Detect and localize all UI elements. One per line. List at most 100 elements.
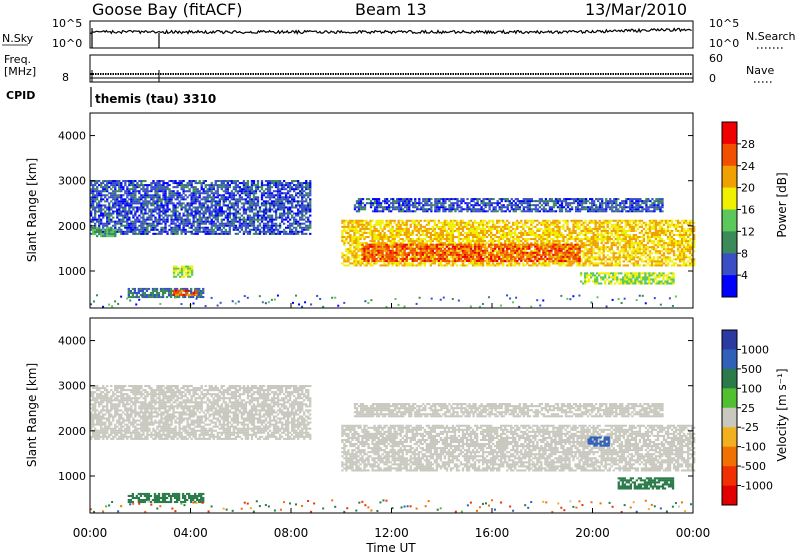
power-cell	[608, 238, 611, 241]
power-cell	[200, 188, 203, 191]
power-cell	[116, 204, 119, 207]
power-cell	[288, 222, 292, 225]
power-cell	[373, 238, 376, 241]
power-cell	[636, 238, 640, 241]
power-cell	[186, 184, 189, 187]
power-cell	[353, 227, 356, 230]
power-cell	[126, 228, 129, 231]
power-cell	[536, 236, 539, 239]
power-cell	[518, 252, 521, 255]
power-cell	[413, 242, 416, 245]
power-cell	[520, 246, 523, 249]
power-cell	[502, 231, 505, 234]
power-cell	[485, 258, 489, 261]
power-cell	[142, 204, 145, 207]
power-cell	[258, 232, 262, 235]
power-cell	[246, 188, 250, 191]
power-cell	[297, 222, 300, 225]
power-cell	[475, 225, 479, 228]
power-cell	[268, 202, 272, 205]
power-cell	[112, 192, 115, 195]
power-cell	[387, 252, 390, 255]
power-cell	[401, 233, 404, 237]
nsky-panel-frame	[89, 20, 694, 49]
power-cell	[544, 223, 547, 226]
power-cell	[272, 194, 276, 197]
power-cell	[540, 262, 543, 265]
power-cell	[449, 238, 453, 241]
power-cell	[361, 227, 364, 230]
power-cell	[228, 186, 231, 189]
power-cell	[580, 229, 583, 232]
power-cell	[186, 216, 189, 219]
power-cell	[180, 186, 183, 189]
power-cell	[465, 233, 469, 237]
power-cell	[500, 236, 503, 239]
power-cell	[427, 221, 430, 224]
power-cell	[540, 254, 543, 257]
power-cell	[291, 200, 294, 203]
power-cell	[492, 227, 495, 230]
power-cell	[188, 265, 192, 268]
freq-label: Freq.	[4, 53, 31, 66]
power-cell	[178, 184, 181, 187]
power-cell	[612, 219, 615, 222]
power-cell	[467, 221, 471, 224]
power-cell	[580, 264, 583, 267]
power-cell	[206, 188, 209, 191]
power-cell	[588, 262, 591, 265]
power-cell	[554, 219, 557, 222]
power-cell	[256, 180, 260, 183]
power-cell	[375, 219, 378, 222]
power-cell	[246, 218, 250, 221]
power-cell	[445, 229, 449, 232]
power-cell	[309, 180, 312, 183]
power-cell	[268, 186, 272, 189]
power-cell	[602, 225, 605, 228]
power-cell	[616, 248, 619, 251]
power-cell	[155, 294, 159, 297]
power-cell	[96, 206, 99, 209]
power-cell	[353, 231, 356, 234]
power-cell	[562, 233, 565, 237]
power-cell	[602, 236, 605, 239]
power-cell	[96, 198, 99, 201]
power-cell	[510, 262, 513, 265]
power-cell	[489, 264, 493, 267]
power-cell	[307, 192, 310, 195]
power-cell	[341, 229, 344, 232]
power-cell	[504, 242, 507, 245]
power-cell	[389, 223, 392, 226]
power-cell	[618, 250, 621, 253]
power-cell	[375, 242, 378, 245]
power-cell	[550, 238, 553, 241]
power-cell	[170, 230, 173, 233]
power-cell	[226, 208, 229, 211]
power-cell	[102, 226, 105, 229]
power-cell	[576, 225, 579, 228]
power-cell	[266, 224, 270, 227]
power-cell	[351, 223, 354, 226]
power-cell	[276, 224, 280, 227]
power-cell	[634, 262, 638, 265]
power-cell	[391, 240, 394, 243]
power-cell	[353, 258, 356, 261]
power-cell	[419, 229, 422, 232]
power-cell	[626, 252, 629, 255]
power-cell	[140, 226, 143, 229]
power-cell	[419, 238, 422, 241]
power-cell	[116, 214, 119, 217]
power-cell	[122, 216, 125, 219]
power-cell	[106, 229, 109, 232]
power-cell	[189, 287, 193, 290]
power-cell	[413, 223, 416, 226]
power-cell	[140, 188, 143, 191]
power-cell	[92, 229, 95, 232]
power-cell	[206, 200, 209, 203]
power-cell	[286, 210, 290, 213]
power-cell	[532, 225, 535, 228]
power-cell	[188, 269, 192, 272]
power-cell	[260, 216, 264, 219]
power-cell	[441, 233, 445, 237]
power-cell	[104, 222, 107, 225]
